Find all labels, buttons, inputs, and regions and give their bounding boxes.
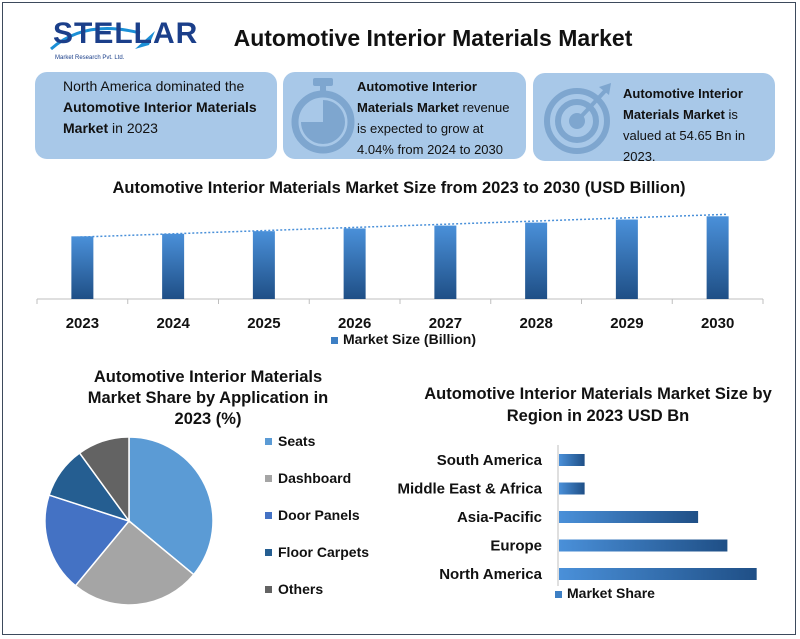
region-bar-chart: South America Middle East & Africa Asia-Pa… <box>398 445 757 601</box>
legend-label: Market Size (Billion) <box>343 331 476 347</box>
bar-2028 <box>525 222 548 299</box>
info-card-region: North America dominated the Automotive I… <box>35 72 277 159</box>
legend-label: Market Share <box>567 585 655 601</box>
legend-swatch <box>555 591 562 598</box>
market-size-bar-chart: 2023 2024 2025 2026 2027 2028 2029 2030 Market S… <box>36 213 764 347</box>
trendline <box>72 213 728 239</box>
legend-item: Dashboard <box>265 470 351 490</box>
bar-2025 <box>252 231 275 299</box>
logo-text: STELLAR <box>53 17 199 50</box>
card-text: North America dominated the Automotive I… <box>63 76 273 139</box>
legend-swatch <box>265 585 272 593</box>
x-tick-label: 2029 <box>610 315 643 332</box>
pie-chart-title: Automotive Interior Materials Market Sha… <box>87 368 329 428</box>
bar-2027 <box>434 225 457 299</box>
pie-slice-door-panels <box>44 494 131 587</box>
x-tick-label: 2025 <box>247 315 280 332</box>
logo-subtitle: Market Research Pvt. Ltd. <box>55 55 125 61</box>
legend-swatch <box>265 548 272 556</box>
bar-2029 <box>615 219 638 299</box>
legend-item: Seats <box>265 433 315 453</box>
info-card-growth: Automotive Interior Materials Market rev… <box>283 72 526 159</box>
stellar-logo: STELLAR Market Research Pvt. Ltd. <box>45 15 197 71</box>
pie-slice-others <box>78 436 130 524</box>
bar-chart-title: Automotive Interior Materials Market Siz… <box>112 179 686 197</box>
logo-swoosh-icon <box>50 27 155 51</box>
y-tick-label: South America <box>437 452 543 469</box>
legend-item: Door Panels <box>265 507 360 527</box>
y-tick-label: Asia-Pacific <box>457 509 542 526</box>
legend-swatch <box>331 337 338 344</box>
bar-2026 <box>343 228 366 299</box>
bar-2030 <box>706 216 729 299</box>
legend-item: Floor Carpets <box>265 544 369 564</box>
card-text-bold: Automotive Interior Materials Market <box>357 79 477 115</box>
x-tick-label: 2028 <box>519 315 552 332</box>
y-tick-label: North America <box>439 566 542 583</box>
y-tick-label: Europe <box>490 538 542 555</box>
legend-label: Others <box>278 581 324 597</box>
legend-swatch <box>265 474 272 482</box>
x-tick-label: 2023 <box>66 315 99 332</box>
card-text: Automotive Interior Materials Market rev… <box>357 76 522 160</box>
card-text-bold: Automotive Interior Materials Market <box>623 86 743 122</box>
hbar-europe <box>559 539 728 552</box>
x-tick-label: 2026 <box>338 315 371 332</box>
hbar-south-america <box>559 454 585 466</box>
legend-label: Door Panels <box>278 507 360 523</box>
card-text-pre: North America dominated the <box>63 78 245 94</box>
stopwatch-icon <box>291 78 355 154</box>
legend-label: Seats <box>278 433 316 449</box>
application-share-pie-chart <box>44 436 214 606</box>
legend-item: Others <box>265 581 323 601</box>
hbar-middle-east-africa <box>559 482 585 495</box>
hbar-asia-pacific <box>559 511 699 523</box>
legend-label: Dashboard <box>278 470 352 486</box>
bar-2023 <box>71 236 94 299</box>
legend-swatch <box>265 437 272 445</box>
bar-2024 <box>162 233 185 299</box>
region-chart-title: Automotive Interior Materials Market Siz… <box>424 385 772 425</box>
target-icon <box>544 83 611 154</box>
card-text-post: revenue is expected to grow at 4.04% fro… <box>357 100 510 157</box>
card-text: Automotive Interior Materials Market is … <box>623 83 771 167</box>
pie-slice-dashboard <box>74 519 195 606</box>
page-title: Automotive Interior Materials Market <box>233 25 633 51</box>
legend-label: Floor Carpets <box>278 544 370 560</box>
x-tick-label: 2030 <box>701 315 734 332</box>
x-tick-label: 2027 <box>429 315 462 332</box>
card-text-post: in 2023 <box>108 120 158 136</box>
y-tick-label: Middle East & Africa <box>398 481 543 498</box>
card-text-bold: Automotive Interior Materials Market <box>63 99 257 136</box>
info-card-value: Automotive Interior Materials Market is … <box>533 73 775 164</box>
hbar-north-america <box>559 568 757 580</box>
card-text-post: is valued at 54.65 Bn in 2023. <box>623 107 746 164</box>
pie-slice-seats <box>128 436 214 576</box>
x-tick-label: 2024 <box>156 315 190 332</box>
legend-swatch <box>265 511 272 519</box>
